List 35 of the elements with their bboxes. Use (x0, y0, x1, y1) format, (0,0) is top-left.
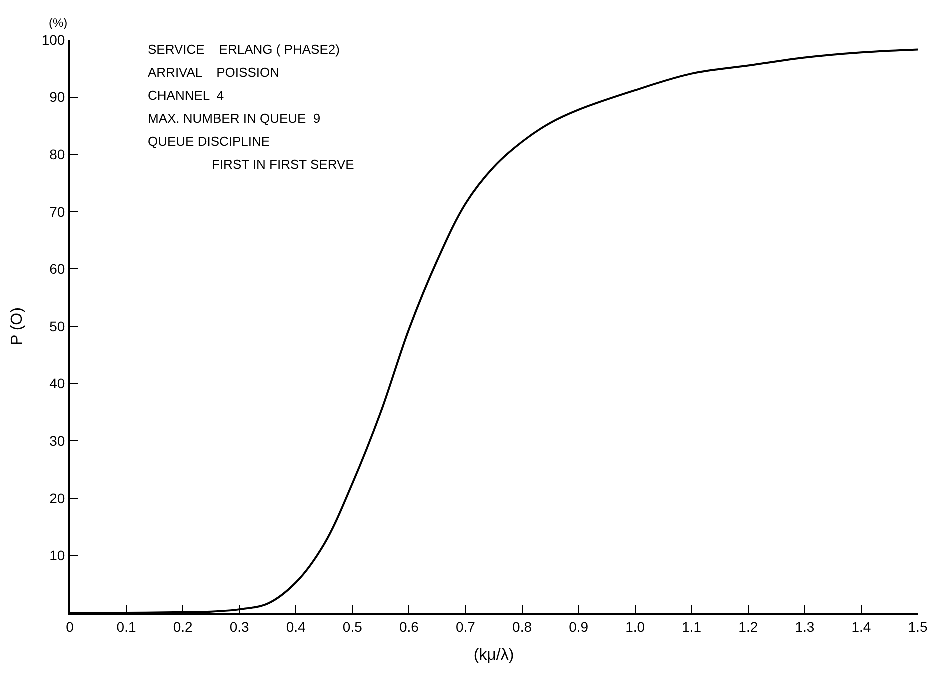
x-tick-label: 1.3 (795, 618, 815, 635)
x-tick-label: 0.5 (342, 618, 363, 635)
x-axis-title: (kμ/λ) (474, 647, 514, 664)
y-axis-title: P (O) (9, 308, 26, 346)
annotation: ARRIVAL POISSION (148, 65, 280, 80)
y-tick-label: 70 (50, 204, 66, 220)
x-tick-label: 0.3 (230, 618, 250, 635)
annotation: CHANNEL 4 (148, 88, 224, 103)
annotation: SERVICE ERLANG ( PHASE2) (148, 42, 340, 57)
x-tick-label: 1.4 (852, 618, 872, 635)
text: (%) (49, 16, 68, 30)
y-tick-label: 50 (50, 318, 66, 334)
annotation: FIRST IN FIRST SERVE (212, 157, 355, 172)
y-tick-label: 10 (50, 548, 66, 564)
y-tick-label: 80 (50, 146, 66, 162)
y-tick-label: 90 (50, 89, 66, 106)
x-tick-label: 0.4 (286, 618, 306, 635)
x-tick-label: 0.1 (116, 618, 136, 635)
x-tick-label: 0.7 (456, 618, 476, 635)
x-tick-label: 1.2 (738, 618, 758, 635)
y-tick-label: 40 (50, 376, 66, 392)
annotation: MAX. NUMBER IN QUEUE 9 (148, 111, 321, 126)
x-tick-label: 1.5 (908, 618, 928, 635)
y-tick-label: 100 (42, 32, 66, 48)
y-tick-label: 60 (50, 261, 66, 278)
x-tick-label: 1.1 (682, 618, 702, 635)
x-tick-label: 0.6 (399, 618, 420, 635)
annotation: QUEUE DISCIPLINE (148, 134, 270, 149)
x-tick-label: 0.9 (569, 618, 589, 635)
x-tick-label: 0.2 (173, 618, 194, 635)
y-tick-label: 20 (50, 490, 66, 506)
y-tick-label: 30 (50, 433, 66, 449)
x-tick-label: 0 (66, 618, 74, 635)
x-tick-label: 1.0 (626, 618, 646, 635)
x-tick-label: 0.8 (512, 618, 532, 635)
